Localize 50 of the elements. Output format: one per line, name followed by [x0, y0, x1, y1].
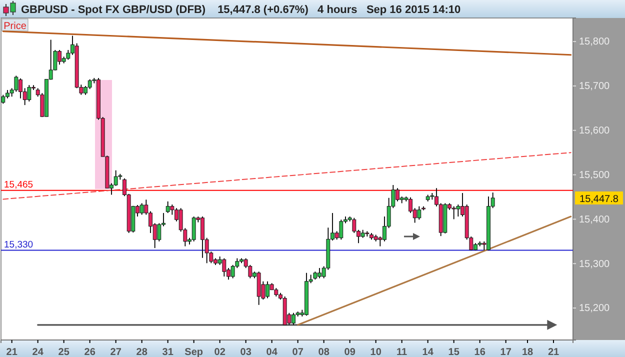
x-tick-label: 27	[110, 347, 122, 357]
x-tick-label: 24	[32, 347, 44, 357]
y-axis-title: Price	[4, 21, 27, 32]
x-tick-label: 21	[548, 347, 560, 357]
candlestick	[417, 206, 422, 220]
x-tick-label: Sep	[184, 347, 204, 357]
x-tick-label: 26	[84, 347, 96, 357]
x-tick-label: 16	[474, 347, 486, 357]
candlestick	[166, 200, 170, 214]
x-tick-label: 10	[370, 347, 382, 357]
x-tick-label: 11	[396, 347, 408, 357]
x-tick-label: 15	[448, 347, 460, 357]
x-tick-label: 03	[240, 347, 252, 357]
ref-line-label: 15,330	[4, 239, 34, 250]
candlestick	[27, 84, 32, 102]
x-tick-label: 14	[422, 347, 434, 357]
candlestick	[339, 219, 344, 240]
x-tick-label: 28	[136, 347, 148, 357]
x-tick-label: 31	[162, 347, 174, 357]
y-tick-label: 15,800	[579, 36, 610, 48]
x-tick-label: 02	[214, 347, 226, 357]
ref-line-label: 15,465	[4, 179, 34, 190]
candlestick	[256, 271, 261, 306]
candlestick	[192, 216, 196, 242]
y-tick-label: 15,700	[579, 81, 610, 92]
candlestick	[14, 75, 18, 92]
candlestick	[157, 222, 162, 242]
candlestick	[114, 170, 118, 186]
x-tick-label: 21	[6, 347, 18, 357]
x-tick-label: 25	[58, 347, 70, 357]
y-tick-label: 15,200	[579, 303, 610, 314]
candlestick	[452, 206, 456, 220]
y-tick-label: 15,400	[579, 214, 610, 226]
chart-title: GBPUSD - Spot FX GBP/USD (DFB)	[21, 4, 206, 16]
y-tick-label: 15,600	[579, 126, 610, 137]
x-tick-label: 09	[344, 347, 356, 357]
x-tick-label: 07	[292, 347, 304, 357]
candlestick	[222, 258, 226, 277]
x-tick-label: 17	[500, 347, 512, 357]
chart-subtitle: 15,447.8 (+0.67%) 4 hours Sep 16 2015 14:10	[218, 4, 461, 16]
y-tick-label: 15,300	[579, 258, 610, 270]
candlestick	[140, 202, 144, 216]
candlestick	[456, 204, 460, 218]
candlestick	[352, 217, 356, 234]
text: 15,447.8	[580, 194, 619, 205]
x-tick-label: 08	[318, 347, 330, 357]
y-tick-label: 15,500	[579, 170, 610, 181]
x-tick-label: 04	[266, 347, 278, 357]
candlestick	[88, 78, 92, 90]
x-tick-label: 18	[522, 347, 534, 357]
